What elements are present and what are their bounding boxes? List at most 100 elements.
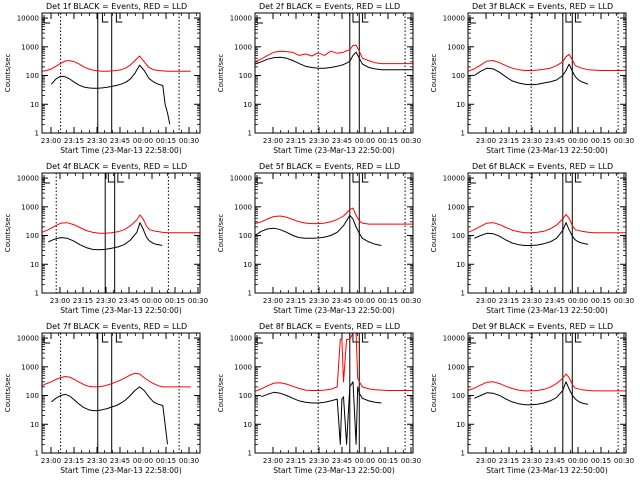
x-tick-label: 23:30 bbox=[522, 297, 542, 305]
x-tick-label: 23:00 bbox=[263, 137, 283, 145]
top-bracket-marker bbox=[574, 13, 582, 23]
x-tick-label: 23:30 bbox=[309, 457, 329, 465]
y-axis-label: Counts/sec bbox=[4, 374, 12, 413]
x-tick-label: 00:15 bbox=[378, 457, 398, 465]
top-bracket-marker bbox=[101, 333, 109, 343]
y-axis-label: Counts/sec bbox=[217, 374, 225, 413]
panel-title: Det 9f BLACK = Events, RED = LLD bbox=[472, 322, 613, 331]
x-tick-label: 00:15 bbox=[591, 297, 611, 305]
top-bracket-marker bbox=[352, 173, 359, 183]
y-tick-label: 1 bbox=[35, 290, 39, 298]
x-tick-label: 23:30 bbox=[96, 297, 116, 305]
y-tick-label: 10000 bbox=[443, 15, 465, 23]
x-tick-label: 00:00 bbox=[133, 457, 153, 465]
x-tick-label: 00:00 bbox=[568, 137, 588, 145]
x-tick-label: 00:30 bbox=[614, 297, 634, 305]
top-bracket-marker bbox=[107, 173, 115, 183]
y-tick-label: 10 bbox=[456, 421, 465, 429]
x-tick-label: 00:15 bbox=[156, 457, 176, 465]
detector-panel-8: Det 8f BLACK = Events, RED = LLD Counts/s… bbox=[217, 322, 421, 475]
top-bracket-marker bbox=[352, 333, 359, 343]
plot-frame bbox=[467, 12, 627, 134]
detector-panel-7: Det 7f BLACK = Events, RED = LLD Counts/s… bbox=[4, 322, 201, 475]
top-bracket-marker bbox=[361, 13, 369, 23]
panel-title: Det 3f BLACK = Events, RED = LLD bbox=[472, 2, 613, 11]
top-bracket-marker bbox=[565, 13, 572, 23]
panel-title: Det 2f BLACK = Events, RED = LLD bbox=[259, 2, 400, 11]
lld-series-line bbox=[41, 55, 191, 72]
y-axis-label: Counts/sec bbox=[4, 214, 12, 253]
x-axis-label: Start Time (23-Mar-13 22:50:00) bbox=[486, 146, 608, 155]
y-tick-label: 1 bbox=[248, 130, 252, 138]
events-series-line bbox=[474, 63, 589, 86]
x-tick-label: 00:15 bbox=[591, 457, 611, 465]
x-tick-label: 23:30 bbox=[309, 297, 329, 305]
y-tick-label: 100 bbox=[239, 392, 252, 400]
x-axis-label: Start Time (23-Mar-13 22:50:00) bbox=[273, 306, 395, 315]
plot-frame bbox=[41, 12, 201, 134]
detector-panel-2: Det 2f BLACK = Events, RED = LLD Counts/s… bbox=[217, 2, 421, 155]
detector-panel-1: Det 1f BLACK = Events, RED = LLD Counts/s… bbox=[4, 2, 201, 155]
x-tick-label: 00:30 bbox=[401, 297, 421, 305]
x-tick-label: 23:00 bbox=[476, 457, 496, 465]
x-tick-label: 00:15 bbox=[378, 297, 398, 305]
y-axis-label: Counts/sec bbox=[430, 54, 438, 93]
y-tick-label: 10 bbox=[456, 101, 465, 109]
y-tick-label: 10 bbox=[456, 261, 465, 269]
x-tick-label: 00:00 bbox=[142, 297, 162, 305]
x-tick-label: 23:15 bbox=[499, 457, 519, 465]
detector-panel-5: Det 5f BLACK = Events, RED = LLD Counts/s… bbox=[217, 162, 421, 315]
y-tick-label: 1000 bbox=[21, 43, 39, 51]
x-tick-label: 23:45 bbox=[545, 137, 565, 145]
x-tick-label: 23:30 bbox=[309, 137, 329, 145]
x-tick-label: 23:00 bbox=[263, 297, 283, 305]
y-tick-label: 1000 bbox=[447, 43, 465, 51]
events-series-line bbox=[474, 222, 589, 246]
lld-series-line bbox=[254, 207, 413, 225]
top-bracket-marker bbox=[115, 13, 123, 23]
y-axis-label: Counts/sec bbox=[4, 54, 12, 93]
x-tick-label: 23:00 bbox=[50, 297, 70, 305]
panel-title: Det 7f BLACK = Events, RED = LLD bbox=[46, 322, 187, 331]
top-bracket-marker bbox=[101, 13, 109, 23]
panel-title: Det 1f BLACK = Events, RED = LLD bbox=[46, 2, 187, 11]
x-tick-label: 23:45 bbox=[110, 457, 130, 465]
x-tick-label: 23:45 bbox=[119, 297, 139, 305]
y-tick-label: 10000 bbox=[230, 335, 252, 343]
y-tick-label: 100 bbox=[26, 72, 39, 80]
y-tick-label: 10000 bbox=[443, 335, 465, 343]
x-tick-label: 23:15 bbox=[64, 137, 84, 145]
y-tick-label: 100 bbox=[452, 232, 465, 240]
top-bracket-marker bbox=[117, 173, 124, 183]
x-tick-label: 23:15 bbox=[499, 137, 519, 145]
lld-series-line bbox=[254, 332, 413, 392]
top-bracket-marker bbox=[352, 13, 359, 23]
x-axis-label: Start Time (23-Mar-13 22:50:00) bbox=[273, 146, 395, 155]
y-tick-label: 100 bbox=[26, 392, 39, 400]
y-tick-label: 1 bbox=[248, 290, 252, 298]
x-tick-label: 00:30 bbox=[188, 297, 208, 305]
x-tick-label: 00:00 bbox=[568, 297, 588, 305]
events-series-line bbox=[50, 64, 171, 125]
x-tick-label: 00:15 bbox=[591, 137, 611, 145]
y-tick-label: 1 bbox=[461, 290, 465, 298]
x-tick-label: 23:00 bbox=[41, 137, 61, 145]
y-tick-label: 1000 bbox=[21, 203, 39, 211]
y-tick-label: 10000 bbox=[443, 175, 465, 183]
events-series-line bbox=[50, 386, 168, 445]
x-tick-label: 23:15 bbox=[286, 457, 306, 465]
y-tick-label: 10000 bbox=[230, 15, 252, 23]
x-axis-label: Start Time (23-Mar-13 22:58:00) bbox=[60, 146, 182, 155]
events-series-line bbox=[254, 214, 382, 246]
detector-panel-4: Det 4f BLACK = Events, RED = LLD Counts/s… bbox=[4, 162, 208, 315]
x-tick-label: 23:30 bbox=[87, 137, 107, 145]
top-bracket-marker bbox=[361, 333, 369, 343]
x-tick-label: 23:45 bbox=[545, 457, 565, 465]
x-tick-label: 00:30 bbox=[614, 137, 634, 145]
plot-frame bbox=[254, 12, 414, 134]
x-tick-label: 00:30 bbox=[179, 457, 199, 465]
y-tick-label: 1000 bbox=[447, 363, 465, 371]
x-tick-label: 23:30 bbox=[87, 457, 107, 465]
events-series-line bbox=[474, 381, 589, 406]
y-tick-label: 10 bbox=[243, 421, 252, 429]
